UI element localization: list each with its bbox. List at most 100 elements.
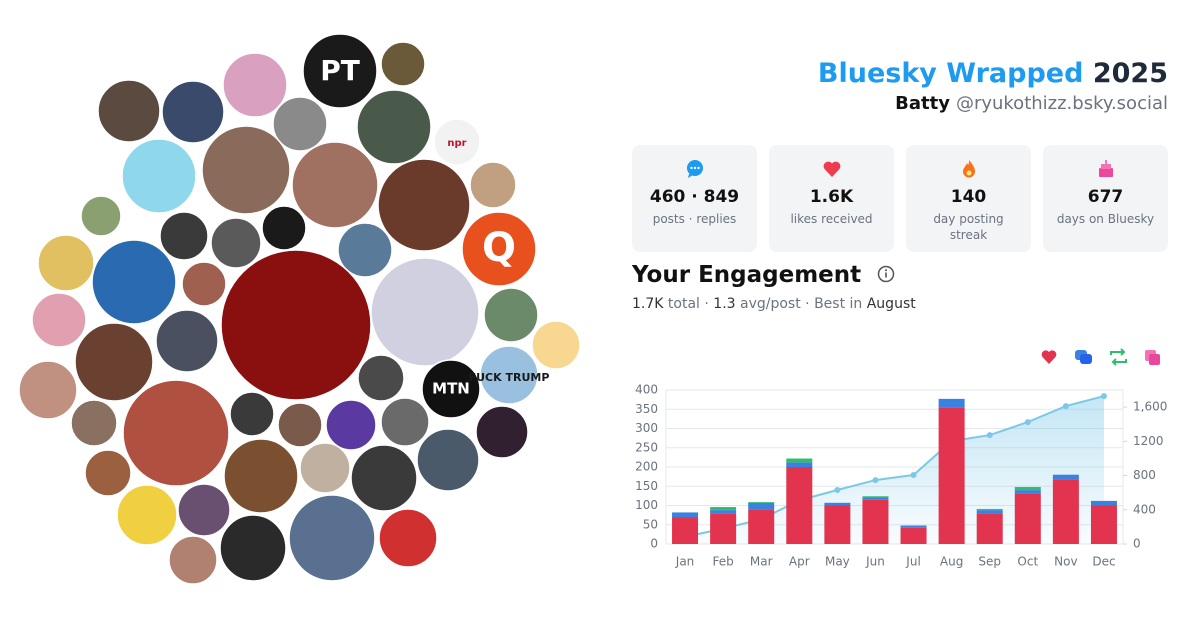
x-tick-label: Apr bbox=[789, 555, 810, 569]
stat-card: 140 day posting streak bbox=[906, 145, 1031, 252]
icon bbox=[962, 160, 975, 178]
stat-card: 1.6K likes received bbox=[769, 145, 894, 252]
bar-segment bbox=[786, 467, 813, 544]
x-tick-label: May bbox=[825, 555, 850, 569]
bar-segment bbox=[748, 502, 775, 510]
best-month: August bbox=[866, 296, 916, 312]
bar-segment bbox=[710, 507, 737, 511]
avatar bbox=[181, 261, 227, 307]
avatar bbox=[121, 138, 197, 214]
avatar bbox=[159, 211, 209, 261]
avatar bbox=[219, 514, 287, 582]
y2-tick-label: 0 bbox=[1133, 537, 1141, 551]
bar-segment bbox=[862, 496, 889, 498]
bar-segment bbox=[1090, 505, 1117, 544]
stat-label: day posting streak bbox=[933, 212, 1004, 242]
bar-segment bbox=[786, 458, 813, 463]
stat-value: 460 · 849 bbox=[649, 187, 740, 207]
section-title-text: Your Engagement bbox=[632, 262, 862, 288]
avatar bbox=[155, 309, 219, 373]
y-tick-label: 300 bbox=[635, 421, 658, 435]
separator: · bbox=[805, 296, 810, 312]
avatar bbox=[210, 217, 262, 269]
bar-segment bbox=[1090, 500, 1117, 506]
icon bbox=[823, 161, 840, 177]
engagement: Your Engagement 1.7K total · 1.3 avg/pos… bbox=[632, 262, 916, 312]
y-tick-label: 350 bbox=[635, 402, 658, 416]
avatar bbox=[357, 354, 405, 402]
avatar bbox=[31, 292, 87, 348]
avatar bbox=[479, 345, 539, 405]
point bbox=[1100, 393, 1107, 400]
avatar bbox=[37, 234, 95, 292]
bar-segment bbox=[710, 513, 737, 544]
avatar bbox=[356, 89, 432, 165]
x-tick-label: Oct bbox=[1017, 555, 1038, 569]
bar-segment bbox=[862, 497, 889, 500]
year: 2025 bbox=[1092, 58, 1168, 89]
avatar bbox=[380, 397, 430, 447]
point bbox=[1062, 403, 1069, 410]
avatar bbox=[201, 125, 291, 215]
bar-segment bbox=[710, 510, 737, 514]
title: Bluesky Wrapped 2025 bbox=[818, 58, 1168, 89]
avatar bbox=[168, 535, 218, 585]
avatar bbox=[433, 118, 481, 166]
stat-card: 677 days on Bluesky bbox=[1043, 145, 1168, 252]
avatar bbox=[377, 158, 471, 252]
avatar bbox=[350, 444, 418, 512]
avatar bbox=[370, 257, 480, 367]
y-tick-label: 250 bbox=[635, 440, 658, 454]
total: 1.7K bbox=[632, 296, 664, 312]
avatar bbox=[177, 483, 231, 537]
avatar bbox=[116, 484, 178, 546]
bar-segment bbox=[900, 525, 927, 528]
x-tick-label: Jun bbox=[865, 555, 885, 569]
bar-segment bbox=[748, 509, 775, 544]
stat-label: posts · replies bbox=[652, 212, 737, 226]
avatar bbox=[223, 438, 299, 514]
avatar bbox=[122, 379, 230, 487]
info-icon[interactable] bbox=[877, 265, 895, 283]
x-tick-label: Dec bbox=[1092, 555, 1115, 569]
avatar bbox=[70, 399, 118, 447]
header: Bluesky Wrapped 2025 Batty @ryukothizz.bs… bbox=[818, 58, 1168, 114]
bar-segment bbox=[1014, 493, 1041, 544]
section-title: Your Engagement bbox=[632, 262, 916, 288]
y-tick-label: 200 bbox=[635, 460, 658, 474]
avatar bbox=[378, 508, 438, 568]
point bbox=[872, 477, 879, 484]
x-tick-label: Aug bbox=[940, 555, 963, 569]
stat-value: 677 bbox=[1087, 187, 1124, 207]
bar-segment bbox=[1014, 487, 1041, 491]
y-tick-label: 0 bbox=[650, 537, 658, 551]
y2-tick-label: 800 bbox=[1133, 468, 1156, 482]
avg: 1.3 bbox=[713, 296, 736, 312]
x-tick-label: Jul bbox=[905, 555, 920, 569]
stat-label: likes received bbox=[790, 212, 873, 226]
avatar bbox=[91, 239, 177, 325]
avatar-label: Q bbox=[482, 225, 516, 271]
bar-segment bbox=[938, 398, 965, 408]
x-tick-label: Sep bbox=[978, 555, 1001, 569]
bar-segment bbox=[976, 513, 1003, 544]
x-tick-label: Feb bbox=[713, 555, 734, 569]
total-label: total bbox=[667, 296, 700, 312]
avatar bbox=[337, 222, 393, 278]
avatar bbox=[469, 161, 517, 209]
bar-segment bbox=[1014, 490, 1041, 494]
avatar-label: FUCK TRUMP bbox=[469, 371, 550, 384]
avatar bbox=[222, 52, 288, 118]
display-name: Batty bbox=[895, 93, 950, 114]
y-tick-label: 400 bbox=[635, 383, 658, 397]
legend bbox=[1041, 348, 1160, 366]
avatar bbox=[475, 405, 529, 459]
best-label: Best in bbox=[814, 296, 863, 312]
avatar bbox=[261, 205, 307, 251]
stat-value: 1.6K bbox=[809, 187, 854, 207]
y-tick-label: 50 bbox=[643, 517, 658, 531]
bar-segment bbox=[824, 502, 851, 506]
avatar bbox=[302, 33, 378, 109]
avatar bbox=[461, 211, 537, 287]
